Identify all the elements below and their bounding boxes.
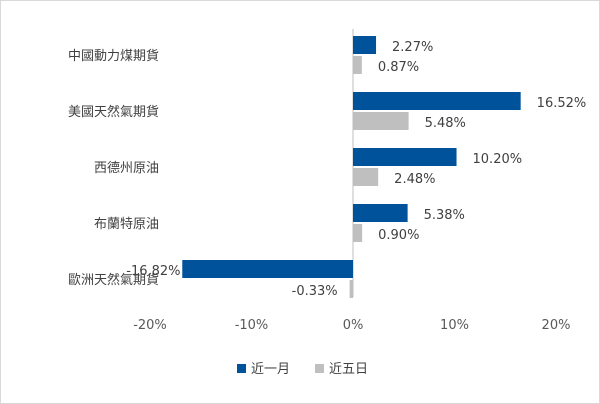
x-tick-label: 0% <box>343 318 364 333</box>
legend-swatch-month <box>237 364 246 373</box>
bar-five-day <box>353 112 409 130</box>
bar-month <box>182 260 353 278</box>
legend-label-month: 近一月 <box>251 362 290 377</box>
category-label: 布蘭特原油 <box>94 216 159 232</box>
category-label: 美國天然氣期貨 <box>68 104 159 120</box>
x-tick-label: -10% <box>235 318 269 333</box>
bar-month <box>353 92 521 110</box>
data-label: 2.27% <box>392 40 433 55</box>
x-tick-label: -20% <box>133 318 167 333</box>
category-label: 西德州原油 <box>94 161 159 176</box>
legend-label-five-day: 近五日 <box>329 362 368 377</box>
x-tick-label: 20% <box>542 318 571 333</box>
data-label: 5.38% <box>424 208 465 223</box>
bar-month <box>353 148 457 166</box>
data-label: 16.52% <box>537 96 587 111</box>
category-label: 中國動力煤期貨 <box>68 48 159 64</box>
data-label: 0.90% <box>378 228 419 243</box>
bar-month <box>353 204 408 222</box>
bar-month <box>353 36 377 54</box>
bar-five-day <box>349 280 353 298</box>
data-label: 0.87% <box>378 60 419 75</box>
x-tick-label: 10% <box>440 318 469 333</box>
legend-swatch-five-day <box>315 364 324 373</box>
category-label: 歐洲天然氣期貨 <box>68 272 159 288</box>
data-label: 10.20% <box>473 152 523 167</box>
data-label: 5.48% <box>425 116 466 131</box>
data-label: -16.82% <box>126 264 180 279</box>
bar-five-day <box>353 224 363 242</box>
bar-five-day <box>353 56 362 74</box>
data-label: -0.33% <box>292 284 338 299</box>
data-label: 2.48% <box>394 172 435 187</box>
bar-five-day <box>353 168 379 186</box>
